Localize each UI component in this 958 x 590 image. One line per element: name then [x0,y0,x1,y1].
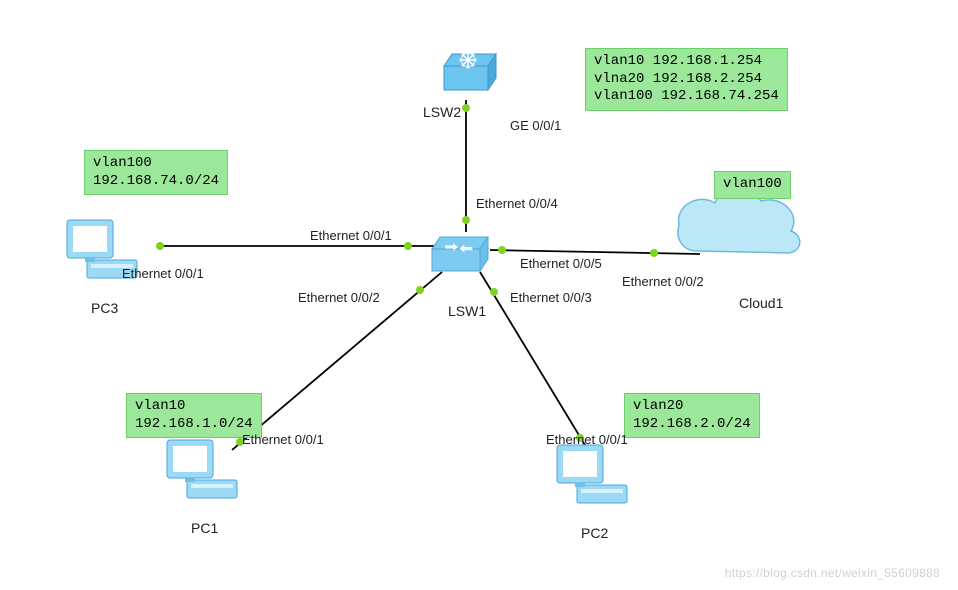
note-0: vlan10 192.168.1.254 vlna20 192.168.2.25… [585,48,788,111]
device-label-PC3: PC3 [91,300,118,316]
device-LSW2[interactable] [444,52,496,90]
note-1: vlan100 192.168.74.0/24 [84,150,228,195]
note-3: vlan20 192.168.2.0/24 [624,393,760,438]
device-label-PC2: PC2 [581,525,608,541]
port-label-3-a: Ethernet 0/0/2 [298,290,380,305]
device-PC1[interactable] [167,440,237,498]
port-label-1-b: Ethernet 0/0/1 [122,266,204,281]
watermark-text: https://blog.csdn.net/weixin_55609888 [725,566,940,580]
device-label-LSW1: LSW1 [448,303,486,319]
port-label-2-a: Ethernet 0/0/5 [520,256,602,271]
devices-layer [0,0,958,590]
port-label-0-b: GE 0/0/1 [510,118,561,133]
port-label-4-a: Ethernet 0/0/3 [510,290,592,305]
device-label-LSW2: LSW2 [423,104,461,120]
port-label-4-b: Ethernet 0/0/1 [546,432,628,447]
port-label-1-a: Ethernet 0/0/1 [310,228,392,243]
note-4: vlan100 [714,171,791,199]
port-label-3-b: Ethernet 0/0/1 [242,432,324,447]
topology-canvas: vlan10 192.168.1.254 vlna20 192.168.2.25… [0,0,958,590]
device-label-Cloud1: Cloud1 [739,295,783,311]
port-label-2-b: Ethernet 0/0/2 [622,274,704,289]
device-LSW1[interactable] [432,237,488,271]
device-label-PC1: PC1 [191,520,218,536]
device-PC2[interactable] [557,445,627,503]
port-label-0-a: Ethernet 0/0/4 [476,196,558,211]
